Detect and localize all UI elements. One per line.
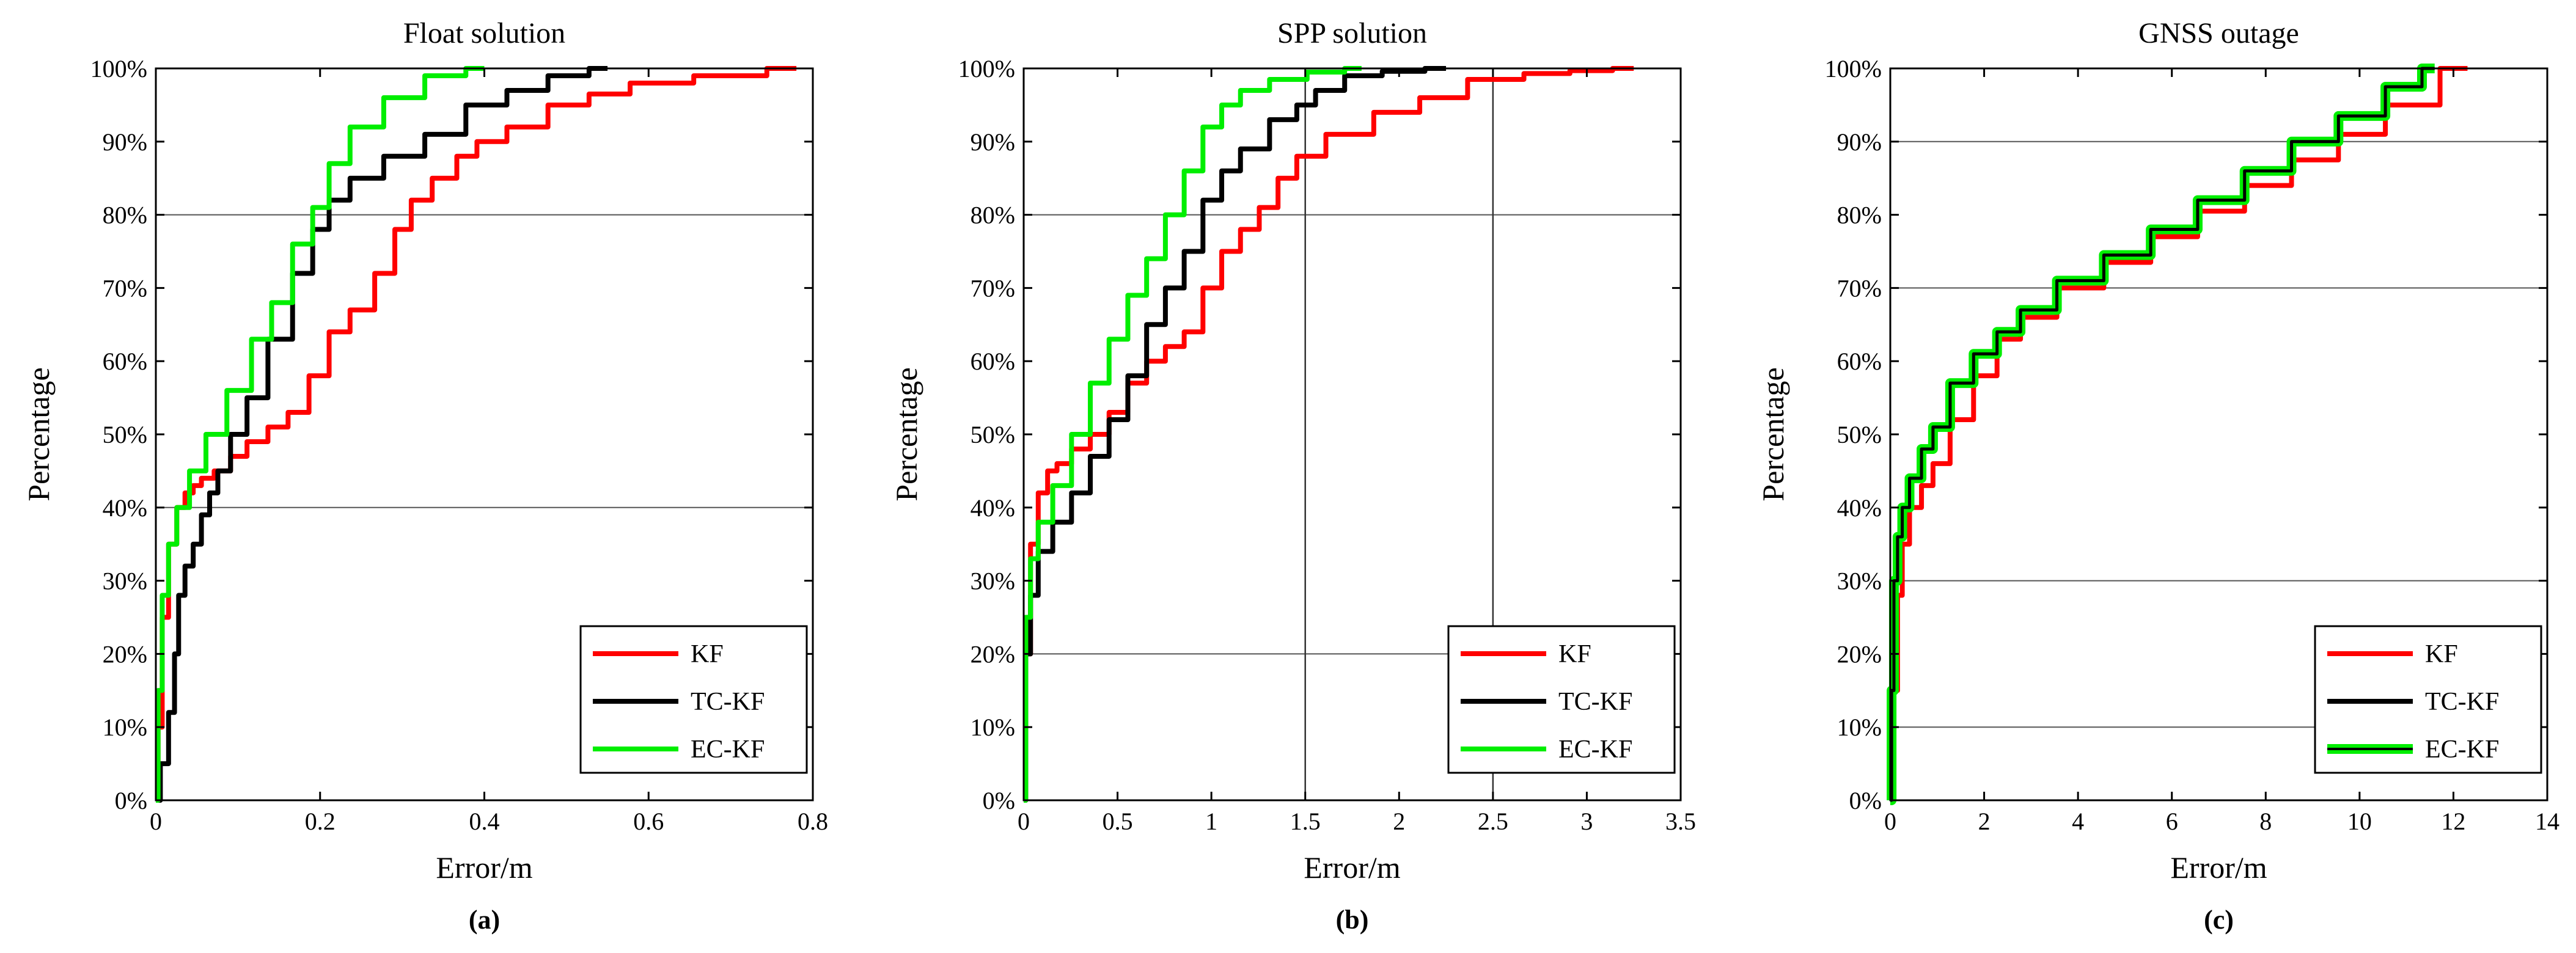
legend-label-kf: KF — [1558, 640, 1591, 668]
y-axis-label: Percentage — [889, 367, 923, 501]
y-tick-label: 90% — [1837, 128, 1882, 156]
series-line-ec-kf — [1023, 66, 1362, 803]
legend-label-kf: KF — [2425, 640, 2458, 668]
legend: KF TC-KF EC-KF — [1447, 625, 1676, 774]
x-tick-label: 0.6 — [633, 808, 664, 835]
y-tick-label: 30% — [103, 568, 147, 595]
x-tick-label: 6 — [2166, 808, 2178, 835]
y-tick-label: 20% — [103, 640, 147, 668]
x-tick-label: 0.8 — [798, 808, 828, 835]
legend: KF TC-KF EC-KF — [579, 625, 808, 774]
chart-title: GNSS outage — [2138, 17, 2299, 49]
y-tick-label: 40% — [971, 494, 1015, 522]
x-tick-label: 12 — [2441, 808, 2465, 835]
y-tick-label: 80% — [971, 202, 1015, 229]
y-tick-label: 50% — [1837, 421, 1882, 448]
x-tick-label: 0.2 — [305, 808, 336, 835]
chart-panel-3: 0 2 4 6 8 10 12 14 0% 10% 20% 30% 40% 50% 60% 70% 80% 90%… — [1756, 17, 2559, 935]
series-line-ec-kf — [155, 66, 485, 803]
y-tick-label: 100% — [958, 55, 1015, 82]
y-tick-label: 0% — [1849, 787, 1882, 814]
x-axis-label: Error/m — [1304, 850, 1400, 885]
x-tick-label: 0 — [1884, 808, 1896, 835]
x-tick-label: 10 — [2347, 808, 2372, 835]
legend-label-ec-kf: EC-KF — [1558, 736, 1632, 764]
y-tick-label: 40% — [103, 494, 147, 522]
y-tick-label: 90% — [971, 128, 1015, 156]
x-tick-label: 1 — [1205, 808, 1217, 835]
y-tick-label: 10% — [103, 714, 147, 741]
x-tick-label: 14 — [2535, 808, 2559, 835]
legend-label-ec-kf: EC-KF — [691, 736, 765, 764]
series-line-tc-kf — [1023, 66, 1447, 803]
series-line-tc-kf — [156, 66, 608, 803]
y-tick-label: 60% — [103, 348, 147, 375]
chart-panel-1: 0 0.2 0.4 0.6 0.8 0% 10% 20% 30% 40% 50% 60% 70% 80% 9… — [21, 17, 828, 935]
y-tick-label: 10% — [971, 714, 1015, 741]
legend-label-kf: KF — [691, 640, 724, 668]
y-tick-label: 70% — [103, 274, 147, 302]
x-axis-label: Error/m — [436, 850, 532, 885]
series-line-tc-kf — [1890, 67, 2435, 802]
y-tick-label: 80% — [1837, 202, 1882, 229]
x-axis-label: Error/m — [2170, 850, 2267, 885]
x-tick-label: 0.5 — [1103, 808, 1133, 835]
y-tick-label: 70% — [1837, 274, 1882, 302]
x-tick-label: 8 — [2259, 808, 2272, 835]
y-tick-label: 60% — [971, 348, 1015, 375]
y-axis-label: Percentage — [21, 367, 56, 501]
panel-label: (b) — [1336, 905, 1369, 935]
legend-label-tc-kf: TC-KF — [2425, 688, 2499, 716]
legend-label-ec-kf: EC-KF — [2425, 736, 2499, 764]
legend-label-tc-kf: TC-KF — [691, 688, 765, 716]
y-tick-label: 0% — [115, 787, 147, 814]
series-line-kf — [1023, 66, 1634, 803]
series-line-kf — [155, 66, 797, 803]
panel-label: (a) — [469, 905, 500, 935]
x-tick-label: 3 — [1580, 808, 1593, 835]
x-tick-label: 0.4 — [469, 808, 500, 835]
y-tick-label: 50% — [971, 421, 1015, 448]
y-tick-label: 20% — [1837, 640, 1882, 668]
y-tick-label: 50% — [103, 421, 147, 448]
y-tick-label: 80% — [103, 202, 147, 229]
y-tick-label: 70% — [971, 274, 1015, 302]
y-tick-label: 100% — [1825, 55, 1882, 82]
y-tick-label: 100% — [90, 55, 147, 82]
chart-panel-2: 0 0.5 1 1.5 2 2.5 3 3.5 0% 10% 20% 30% 40% 50% 60% 70% 8… — [889, 17, 1696, 935]
y-tick-label: 0% — [983, 787, 1015, 814]
chart-title: Float solution — [403, 17, 565, 49]
x-tick-label: 2 — [1393, 808, 1405, 835]
x-tick-label: 0 — [150, 808, 162, 835]
y-tick-label: 40% — [1837, 494, 1882, 522]
x-tick-label: 2 — [1978, 808, 1991, 835]
y-tick-label: 10% — [1837, 714, 1882, 741]
y-tick-label: 90% — [103, 128, 147, 156]
x-tick-label: 1.5 — [1290, 808, 1321, 835]
panel-label: (c) — [2204, 905, 2234, 935]
x-tick-label: 3.5 — [1665, 808, 1696, 835]
legend: KF TC-KF EC-KF — [2314, 625, 2542, 774]
x-tick-label: 2.5 — [1478, 808, 1508, 835]
y-tick-label: 30% — [971, 568, 1015, 595]
x-tick-label: 4 — [2072, 808, 2084, 835]
chart-title: SPP solution — [1277, 17, 1427, 49]
legend-label-tc-kf: TC-KF — [1558, 688, 1632, 716]
y-tick-label: 30% — [1837, 568, 1882, 595]
y-tick-label: 20% — [971, 640, 1015, 668]
y-axis-label: Percentage — [1756, 367, 1790, 501]
y-tick-label: 60% — [1837, 348, 1882, 375]
x-tick-label: 0 — [1018, 808, 1030, 835]
